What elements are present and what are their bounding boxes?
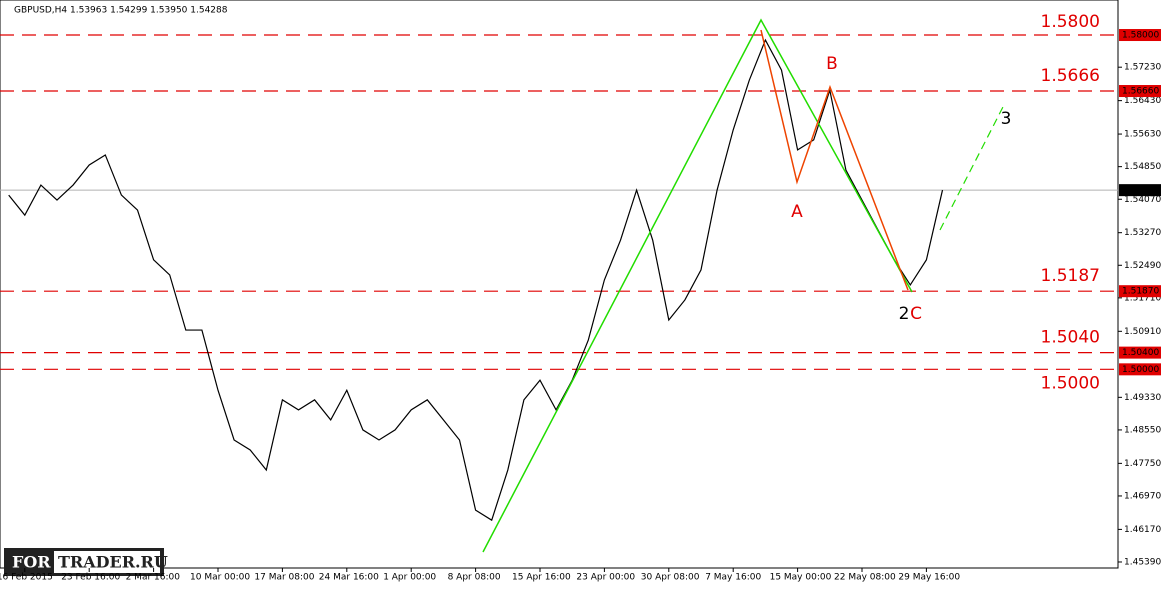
y-tick-label: 1.50910 [1124, 327, 1161, 337]
level-axis-label: 1.51870 [1122, 287, 1159, 297]
level-axis-box [1119, 285, 1161, 298]
plot-area [0, 0, 1119, 569]
logo: FOR TRADER.RU [4, 548, 168, 576]
price-line [8, 38, 944, 522]
y-tick-label: 1.55630 [1124, 130, 1161, 140]
y-tick-label: 1.51710 [1124, 293, 1161, 303]
x-tick-label: 23 Feb 16:00 [61, 573, 120, 583]
x-tick-label: 7 May 16:00 [705, 573, 761, 583]
level-axis-label: 1.58000 [1122, 31, 1159, 41]
level-axis-box [1119, 363, 1161, 376]
logo-inner [54, 551, 160, 573]
wave-label: C [910, 304, 922, 324]
x-tick-label: 24 Mar 16:00 [319, 573, 379, 583]
x-tick-label: 2 Mar 16:00 [126, 573, 181, 583]
x-tick-label: 29 May 16:00 [898, 573, 960, 583]
logo-text: FOR [12, 553, 51, 572]
level-axis-label: 1.50400 [1122, 348, 1159, 358]
x-tick-label: 10 Mar 00:00 [190, 573, 250, 583]
current-price-box [1119, 184, 1161, 197]
y-tick-label: 1.52490 [1124, 261, 1161, 271]
wave-label: B [826, 54, 838, 74]
x-tick-label: 22 May 08:00 [834, 573, 896, 583]
green-wave [482, 18, 913, 553]
wave-label: 3 [1001, 109, 1012, 129]
y-tick-label: 1.49330 [1124, 393, 1161, 403]
green-wave-projection [939, 102, 1006, 231]
level-axis-label: 1.50000 [1122, 365, 1159, 375]
y-tick-label: 1.54850 [1124, 162, 1161, 172]
y-tick-label: 1.57230 [1124, 63, 1161, 73]
y-tick-label: 1.54070 [1124, 195, 1161, 205]
level-label: 1.5800 [1041, 12, 1100, 32]
x-tick-label: 15 Apr 16:00 [512, 573, 571, 583]
y-tick-label: 1.47750 [1124, 459, 1161, 469]
level-label: 1.5666 [1041, 66, 1100, 86]
x-tick-label: 30 Apr 08:00 [641, 573, 700, 583]
y-tick-label: 1.48550 [1124, 425, 1161, 435]
x-tick-label: 23 Apr 00:00 [576, 573, 635, 583]
orange-wave [760, 29, 909, 291]
y-tick-label: 1.45390 [1124, 557, 1161, 567]
level-label: 1.5187 [1041, 266, 1100, 286]
chart-title: GBPUSD,H4 1.53963 1.54299 1.53950 1.5428… [14, 6, 228, 16]
x-tick-label: 1 Apr 00:00 [383, 573, 436, 583]
y-tick-label: 1.56430 [1124, 96, 1161, 106]
y-tick-label: 1.53270 [1124, 228, 1161, 238]
wave-label: A [791, 202, 803, 222]
level-axis-box [1119, 85, 1161, 98]
x-tick-label: 8 Apr 08:00 [448, 573, 501, 583]
level-label: 1.5040 [1041, 328, 1100, 348]
level-axis-box [1119, 29, 1161, 42]
x-tick-label: 17 Mar 08:00 [254, 573, 314, 583]
x-tick-label: 16 Feb 2015 [0, 573, 53, 583]
level-label: 1.5000 [1041, 373, 1100, 393]
current-price-label: 1.54288 [1122, 186, 1159, 196]
x-tick-label: 15 May 00:00 [770, 573, 832, 583]
wave-label: 2 [899, 304, 910, 324]
y-tick-label: 1.46170 [1124, 525, 1161, 535]
level-axis-label: 1.56660 [1122, 87, 1159, 97]
level-axis-box [1119, 346, 1161, 359]
y-tick-label: 1.46970 [1124, 491, 1161, 501]
logo-text: TRADER.RU [58, 553, 168, 572]
